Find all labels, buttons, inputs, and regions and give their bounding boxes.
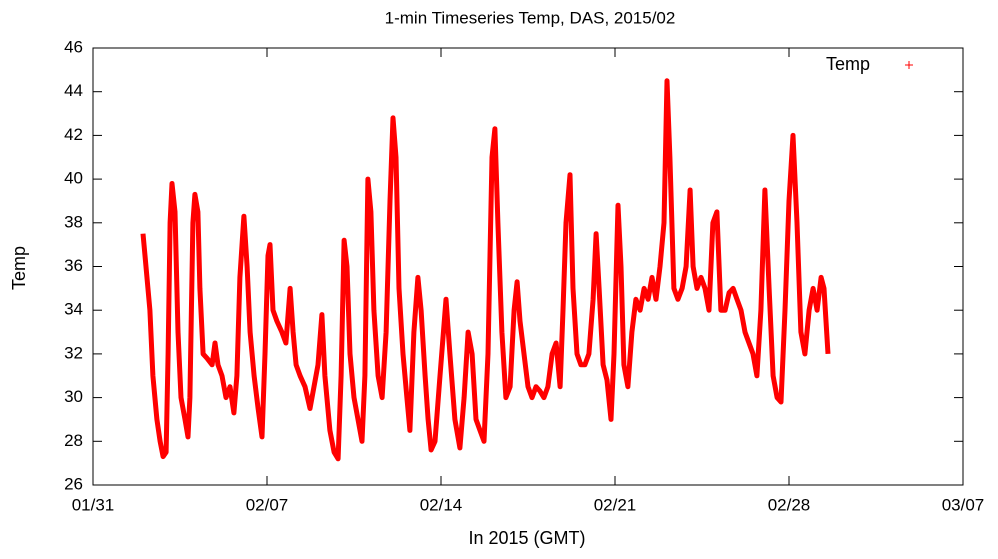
y-tick-label: 30	[64, 387, 83, 406]
x-tick-label: 02/14	[420, 495, 463, 514]
y-tick-label: 28	[64, 431, 83, 450]
x-tick-label: 02/21	[594, 495, 637, 514]
x-tick-label: 01/31	[72, 495, 115, 514]
y-tick-label: 34	[64, 300, 83, 319]
y-tick-label: 40	[64, 169, 83, 188]
y-tick-label: 38	[64, 212, 83, 231]
y-axis-label: Temp	[9, 246, 29, 290]
x-axis-label: In 2015 (GMT)	[468, 528, 585, 548]
legend-label: Temp	[826, 54, 870, 74]
y-tick-label: 42	[64, 125, 83, 144]
plot-frame	[92, 47, 964, 486]
x-tick-label: 02/07	[246, 495, 289, 514]
y-tick-label: 32	[64, 343, 83, 362]
x-tick-label: 03/07	[942, 495, 985, 514]
chart-title: 1-min Timeseries Temp, DAS, 2015/02	[385, 8, 676, 27]
data-line	[140, 78, 831, 462]
x-tick-label: 02/28	[768, 495, 811, 514]
y-tick-label: 26	[64, 474, 83, 493]
y-tick-label: 44	[64, 81, 83, 100]
y-tick-label: 46	[64, 37, 83, 56]
y-tick-label: 36	[64, 256, 83, 275]
